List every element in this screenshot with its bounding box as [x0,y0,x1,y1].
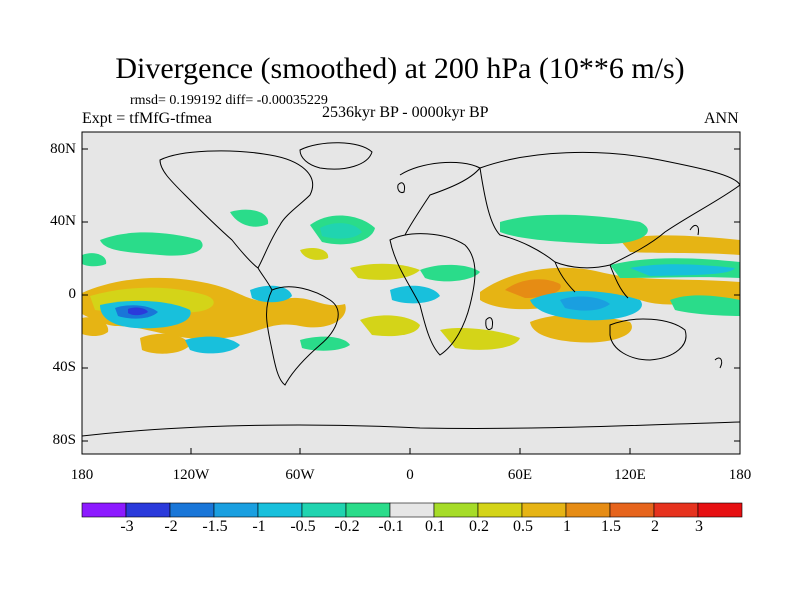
map-title: Divergence (smoothed) at 200 hPa (10**6 … [115,52,685,85]
lon-label-120w: 120W [172,467,210,483]
coast-central-america [257,267,273,291]
colorbar-swatch [477,502,523,518]
lon-label-180w: 180 [70,467,94,483]
colorbar-label: -1 [252,518,266,535]
positive-indian-core [505,279,561,298]
coast-southeast-asia [609,264,629,299]
stats-text: rmsd= 0.199192 diff= -0.00035229 [130,93,328,108]
lat-label-80s: 80S [52,432,76,448]
coast-south-america [266,286,339,386]
negative-north-america-west [230,209,269,227]
positive-south-indian [530,314,632,343]
coast-japan [689,224,699,236]
colorbar-swatch [125,502,171,518]
negative-south-america [250,285,292,303]
colorbar-label: 0.1 [425,518,445,535]
lat-label-0: 0 [68,286,77,302]
experiment-label: Expt = tfMfG-tfmea [82,110,212,127]
coast-africa [389,233,476,356]
coast-north-america [159,150,313,269]
colorbar-swatch [653,502,699,518]
lon-label-120e: 120E [614,467,646,483]
colorbar-swatch [521,502,567,518]
coast-new-zealand [714,357,723,369]
colorbar-label: -2 [164,518,178,535]
colorbar-swatch [301,502,347,518]
negative-eurasia [500,214,648,245]
lon-label-60e: 60E [507,467,533,483]
colorbar-label: -3 [120,518,134,535]
colorbar-label: -0.1 [378,518,404,535]
negative-equatorial-atlantic [390,285,440,304]
negative-south-pacific-east [185,336,240,354]
colorbar-swatch [433,502,479,518]
lat-label-40s: 40S [52,359,76,375]
colorbar-label: 1 [563,518,571,535]
negative-south-atlantic [300,336,350,351]
colorbar-swatch [257,502,303,518]
lon-label-180e: 180 [728,467,752,483]
coast-europe [399,161,481,236]
colorbar-swatch [609,502,655,518]
coast-antarctica [82,421,740,437]
colorbar-swatch [169,502,215,518]
lat-label-40n: 40N [50,213,76,229]
coast-british-isles [397,182,405,193]
positive-africa-south [440,327,520,350]
positive-north-america [300,247,329,260]
lon-label-0: 0 [406,467,414,483]
colorbar-swatch [81,502,127,518]
coast-madagascar [485,317,493,331]
negative-north-pacific-east [82,253,107,267]
positive-south-pacific [140,333,190,354]
colorbar-swatch [389,502,435,518]
colorbar-label: 1.5 [601,518,621,535]
positive-atlantic-south [360,315,420,337]
colorbar-label: 3 [695,518,703,535]
period-label: 2536kyr BP - 0000kyr BP [322,104,489,121]
positive-pacific-west [82,317,109,336]
colorbar-label: -0.2 [334,518,360,535]
colorbar-label: 0.5 [513,518,533,535]
colorbar-swatch [697,502,743,518]
lat-label-80n: 80N [50,141,76,157]
colorbar-swatch [213,502,259,518]
negative-south-pacific-deep [128,307,148,316]
colorbar-label: 2 [651,518,659,535]
season-label: ANN [704,110,739,127]
coastlines [82,142,740,437]
coast-greenland [299,142,373,170]
negative-west-pacific-core [630,264,735,276]
negative-north-pacific [100,232,203,256]
colorbar-swatch [345,502,391,518]
divergence-field [82,209,740,354]
colorbar-label: 0.2 [469,518,489,535]
colorbar [81,502,743,518]
positive-west-pacific-north [620,235,740,255]
lon-label-60w: 60W [285,467,315,483]
coast-australia [609,318,687,361]
negative-maritime-core [560,296,610,311]
coast-asia [479,151,740,269]
positive-atlantic-north [350,263,420,280]
negative-atlantic-tropics [420,264,480,282]
colorbar-swatch [565,502,611,518]
map-frame [81,131,741,455]
colorbar-label: -1.5 [202,518,228,535]
coast-india [554,261,576,293]
axis-ticks [82,148,740,454]
negative-north-atlantic-core [320,223,362,239]
colorbar-label: -0.5 [290,518,316,535]
negative-pacific-far-west [670,295,740,316]
